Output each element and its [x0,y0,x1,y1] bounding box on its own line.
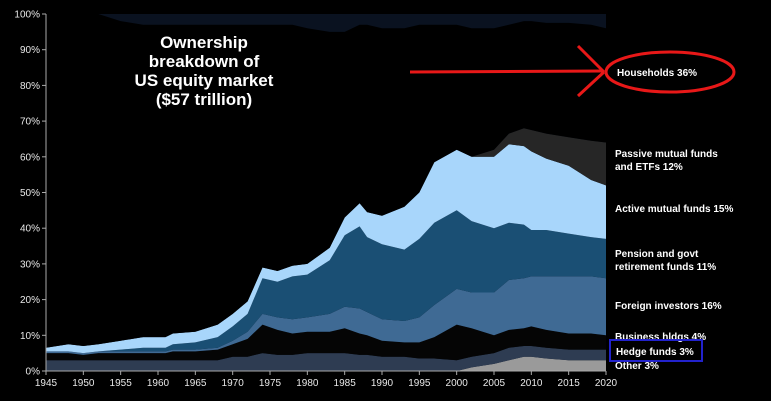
red-arrow-head-top [576,44,606,74]
y-tick-label: 80% [20,81,40,92]
x-tick-label: 1945 [35,378,58,389]
x-tick-label: 1965 [184,378,207,389]
red-arrow-shaft [409,69,603,74]
x-tick-label: 1975 [259,378,282,389]
x-tick-label: 1980 [296,378,319,389]
legend-active: Active mutual funds 15% [615,204,733,215]
area-households-36 [46,14,606,348]
red-circle-households [604,50,736,94]
x-tick-label: 1995 [408,378,431,389]
red-arrow-head-bottom [576,70,606,98]
x-tick-label: 1955 [110,378,133,389]
area-hedge-funds-3 [46,346,606,371]
x-tick-label: 2015 [558,378,581,389]
x-tick-label: 1950 [72,378,95,389]
area-pension-and-govt-retirement-funds-11 [46,210,606,354]
y-axis-ticks: 0% 10% 20% 30% 40% 50% 60% 70% 80% 90% 100% [14,10,46,378]
legend: Households 36% Passive mutual funds and … [615,68,733,372]
y-tick-label: 90% [20,45,40,56]
legend-passive-line-1: Passive mutual funds [615,149,718,160]
area-passive-mutual-funds-and-etfs-12 [46,128,606,348]
y-tick-label: 20% [20,295,40,306]
legend-hedge: Hedge funds 3% [616,347,694,358]
y-tick-label: 50% [20,188,40,199]
x-tick-label: 1990 [371,378,394,389]
title-line-3: US equity market [135,71,274,90]
y-tick-label: 40% [20,224,40,235]
chart-title: Ownership breakdown of US equity market … [135,33,274,109]
title-line-2: breakdown of [149,52,260,71]
legend-business: Business hldgs 4% [615,332,706,343]
legend-passive-line-2: and ETFs 12% [615,162,683,173]
y-tick-label: 70% [20,117,40,128]
area-layers [46,14,606,371]
x-tick-label: 2010 [520,378,543,389]
area-business-hldgs-4 [46,324,606,361]
y-tick-label: 10% [20,331,40,342]
blue-box-hedge-funds [609,339,703,362]
legend-other: Other 3% [615,361,659,372]
x-tick-label: 1960 [147,378,170,389]
y-tick-label: 60% [20,152,40,163]
legend-households: Households 36% [617,68,697,79]
title-line-4: ($57 trillion) [156,90,252,109]
area-foreign-investors-16 [46,276,606,355]
x-tick-label: 1985 [334,378,357,389]
legend-pension-line-1: Pension and govt [615,249,699,260]
x-tick-label: 2020 [595,378,618,389]
y-tick-label: 30% [20,259,40,270]
legend-pension-line-2: retirement funds 11% [615,262,716,273]
area-other-3 [46,356,606,371]
x-tick-label: 2005 [483,378,506,389]
y-tick-label: 0% [26,367,41,378]
annotations [409,44,736,362]
title-line-1: Ownership [160,33,248,52]
area-active-mutual-funds-15 [46,144,606,354]
x-axis-ticks: 1945 1950 1955 1960 1965 1970 1975 1980 1985 1990… [35,371,618,389]
x-tick-label: 1970 [222,378,245,389]
x-tick-label: 2000 [446,378,469,389]
legend-foreign: Foreign investors 16% [615,301,722,312]
y-tick-label: 100% [14,10,40,21]
